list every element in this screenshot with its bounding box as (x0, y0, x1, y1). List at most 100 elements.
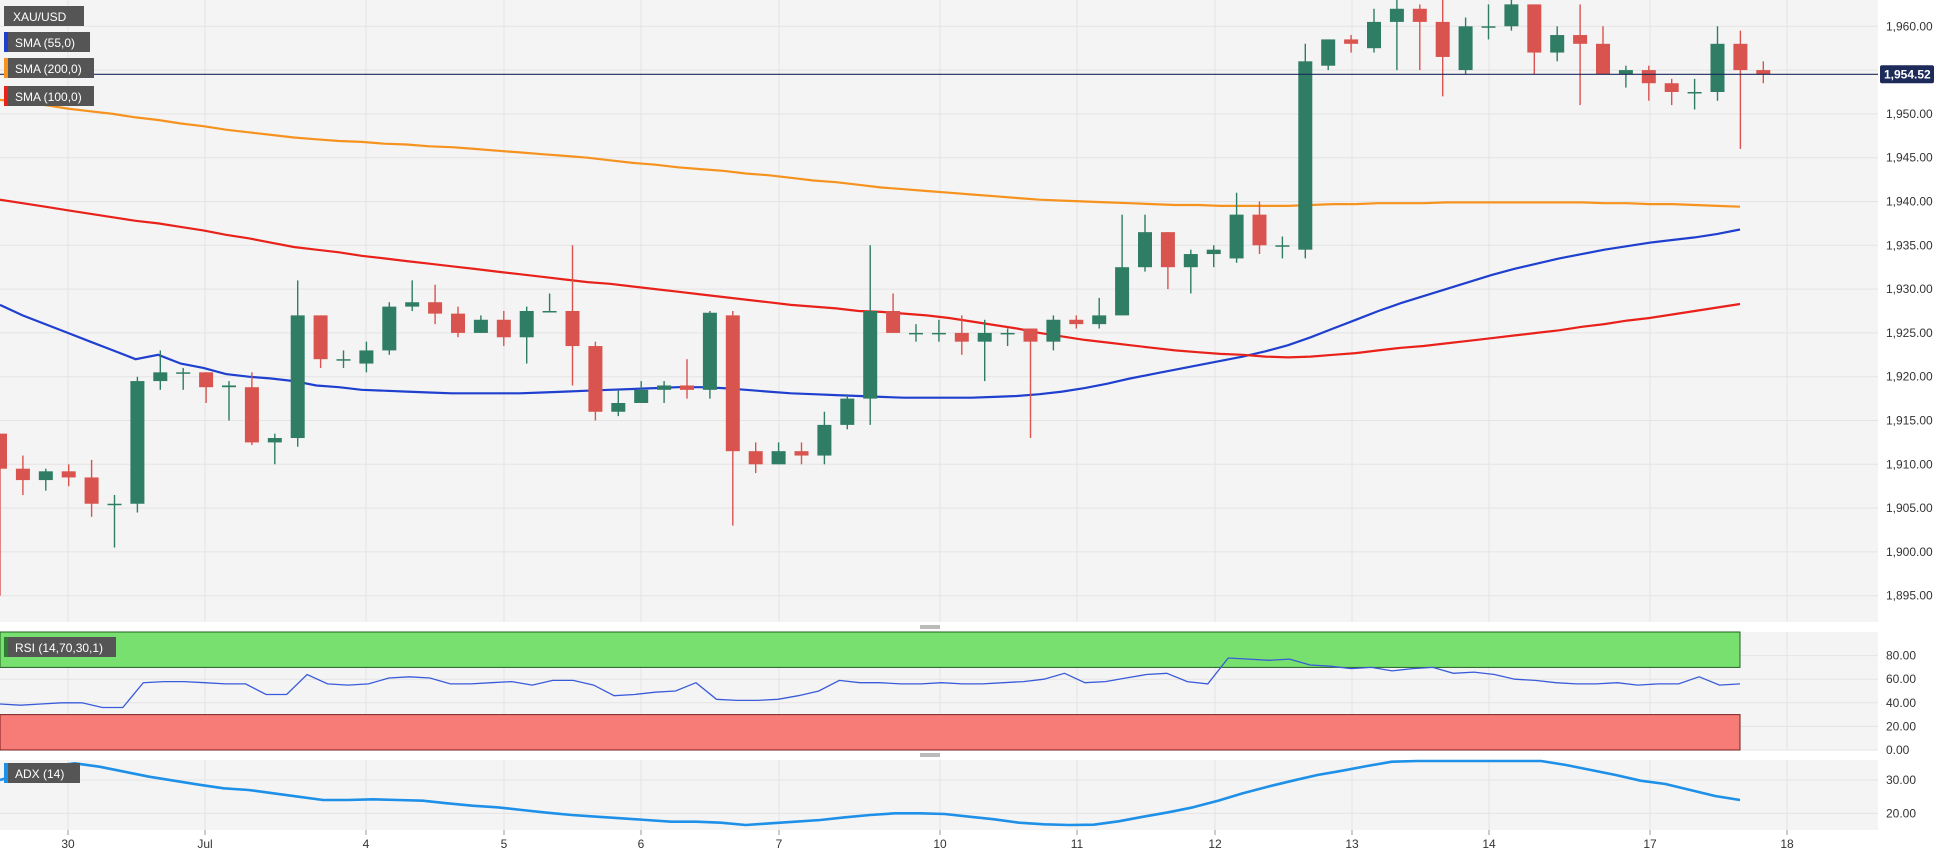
candle-body (290, 315, 305, 439)
candle-body (954, 332, 969, 342)
adx-tick-label: 20.00 (1886, 806, 1916, 820)
candle (38, 468, 53, 491)
candle-body (863, 311, 878, 399)
candle-body (886, 311, 901, 333)
candle (1550, 26, 1565, 62)
candle-body (359, 350, 374, 364)
candle-body (0, 433, 7, 469)
price-tick-label: 1,895.00 (1886, 589, 1933, 603)
rsi-tick-label: 80.00 (1886, 649, 1916, 663)
legend-sma100-tag[interactable]: SMA (100,0) (4, 86, 94, 106)
candle (1664, 78, 1679, 106)
candle (1000, 328, 1015, 347)
candle-body (1435, 21, 1450, 57)
main-panel-background (0, 0, 1878, 622)
time-tick-label: 6 (638, 837, 645, 851)
time-tick-label: 30 (61, 837, 75, 851)
time-tick-label: 14 (1482, 837, 1496, 851)
legend-sma55-tag[interactable]: SMA (55,0) (4, 32, 90, 52)
candle (153, 350, 168, 390)
candle-body (1298, 61, 1313, 250)
legend-sma100-swatch (4, 86, 8, 106)
candle-body (1275, 245, 1290, 247)
candle-body (634, 389, 649, 403)
candle (977, 319, 992, 382)
legend-symbol-tag[interactable]: XAU/USD (4, 6, 84, 26)
price-tick-label: 1,960.00 (1886, 19, 1933, 33)
candle (1229, 192, 1244, 263)
legend-sma100-label: SMA (100,0) (15, 90, 82, 104)
candle-body (1023, 328, 1038, 342)
legend-sma200-background (4, 58, 94, 78)
candle-body (1367, 21, 1381, 49)
candle-body (1664, 83, 1679, 92)
time-tick-label: 18 (1780, 837, 1794, 851)
candle (931, 319, 946, 342)
candle-body (588, 346, 603, 412)
candle-body (1138, 232, 1152, 268)
candle-body (1160, 232, 1175, 268)
last-price-tag: 1,954.52 (1880, 65, 1934, 84)
legend-sma200-label: SMA (200,0) (15, 62, 82, 76)
candle-body (130, 381, 145, 504)
candle-body (931, 332, 946, 335)
legend-adx-tag[interactable]: ADX (14) (4, 763, 80, 783)
candle (840, 394, 855, 430)
candle-body (405, 302, 420, 307)
candle-body (771, 451, 786, 465)
candle (1206, 245, 1221, 268)
candle-body (313, 315, 328, 360)
candle (1618, 65, 1633, 88)
price-tick-label: 1,940.00 (1886, 194, 1933, 208)
candle (1160, 232, 1175, 290)
candle-body (1710, 43, 1725, 92)
candle-body (680, 385, 694, 390)
legend-rsi-label: RSI (14,70,30,1) (15, 641, 103, 655)
candle (290, 280, 305, 447)
candle (611, 389, 626, 417)
rsi-oversold-zone (0, 714, 1741, 751)
price-tick-label: 1,950.00 (1886, 107, 1933, 121)
candle-body (565, 311, 580, 347)
time-tick-label: 5 (501, 837, 508, 851)
rsi-axis: 0.00 20.00 40.00 60.00 80.00 (1886, 649, 1916, 757)
legend-rsi-tag[interactable]: RSI (14,70,30,1) (4, 637, 116, 657)
candle-body (817, 424, 832, 456)
candle-body (542, 311, 557, 313)
price-tick-label: 1,945.00 (1886, 151, 1933, 165)
candle (130, 376, 145, 513)
candle (794, 442, 809, 465)
candle (1504, 0, 1519, 31)
candle (702, 311, 717, 399)
candle (1367, 8, 1381, 53)
sma200-line (0, 98, 1741, 208)
candle (1069, 315, 1084, 329)
candle-body (1115, 267, 1130, 316)
candle (680, 359, 694, 399)
candle-body (84, 477, 99, 504)
candle-body (977, 332, 992, 342)
candle-body (336, 359, 351, 361)
candle-body (1046, 319, 1061, 342)
panel-separators[interactable] (0, 622, 1937, 760)
candle (1321, 39, 1336, 71)
candle (1710, 26, 1725, 101)
candle (1733, 30, 1748, 149)
price-axis: 1,895.00 1,900.00 1,905.00 1,910.00 1,915.00… (1886, 19, 1933, 602)
candle (359, 341, 374, 373)
adx-axis: 20.00 30.00 (1886, 773, 1916, 820)
candle-body (1618, 70, 1633, 75)
panel-separator (0, 750, 1937, 760)
legend-sma200-tag[interactable]: SMA (200,0) (4, 58, 94, 78)
price-tick-label: 1,920.00 (1886, 370, 1933, 384)
price-tick-label: 1,915.00 (1886, 414, 1933, 428)
candles (0, 0, 1771, 596)
candle (1023, 328, 1038, 439)
candle-body (244, 387, 259, 443)
rsi-overbought-zone (0, 631, 1741, 668)
candle-body (1733, 43, 1748, 71)
candle (817, 411, 832, 465)
candle-body (794, 451, 809, 456)
candle-body (496, 319, 511, 338)
